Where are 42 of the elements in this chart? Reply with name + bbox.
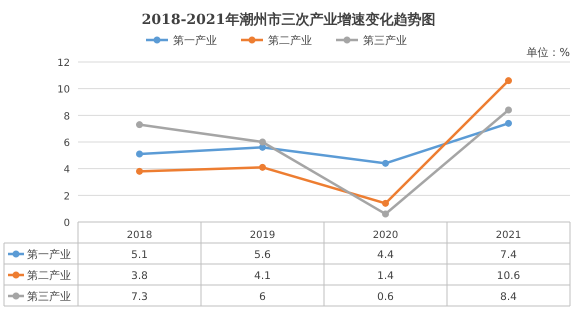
data-label: 4.1 [254,270,271,282]
data-label: 7.3 [131,291,148,303]
point [259,138,266,146]
point [136,121,143,128]
point [382,200,389,207]
text: 第三产业 [27,290,71,303]
point [136,150,143,158]
text: 第二产业 [27,269,71,282]
data-label: 10.6 [496,270,521,282]
data-label: 4.4 [377,249,394,261]
data-label: 5.1 [131,249,148,261]
y-tick-label: 6 [64,138,70,149]
x-tick-label: 2020 [372,230,398,241]
y-tick-label: 10 [57,84,70,96]
data-label: 8.4 [500,291,518,303]
point [136,168,143,175]
y-tick-label: 8 [64,111,70,122]
point [505,77,512,84]
legend-label: 第二产业 [268,34,312,47]
legend-label: 第一产业 [173,34,217,47]
text: 单位：% [526,46,570,59]
data-label: 3.8 [131,270,148,282]
y-tick-label: 4 [64,164,70,176]
point [505,120,512,127]
point [382,160,389,167]
chart-title: 2018-2021年潮州市三次产业增速变化趋势图 [142,11,436,28]
x-tick-label: 2018 [126,230,152,241]
x-tick-label: 2019 [250,230,276,241]
point [382,210,389,218]
text: 第一产业 [27,248,71,261]
legend-label: 第三产业 [363,34,407,47]
data-label: 7.4 [500,249,518,261]
y-tick-label: 12 [57,58,70,69]
y-tick-label: 2 [64,191,70,202]
x-tick-label: 2021 [496,230,522,241]
point [259,164,266,171]
data-label: 6 [259,291,266,303]
data-label: 0.6 [377,291,394,303]
y-tick-label: 0 [64,218,70,229]
data-label: 1.4 [377,270,394,282]
point [505,106,512,114]
data-label: 5.6 [254,249,272,261]
